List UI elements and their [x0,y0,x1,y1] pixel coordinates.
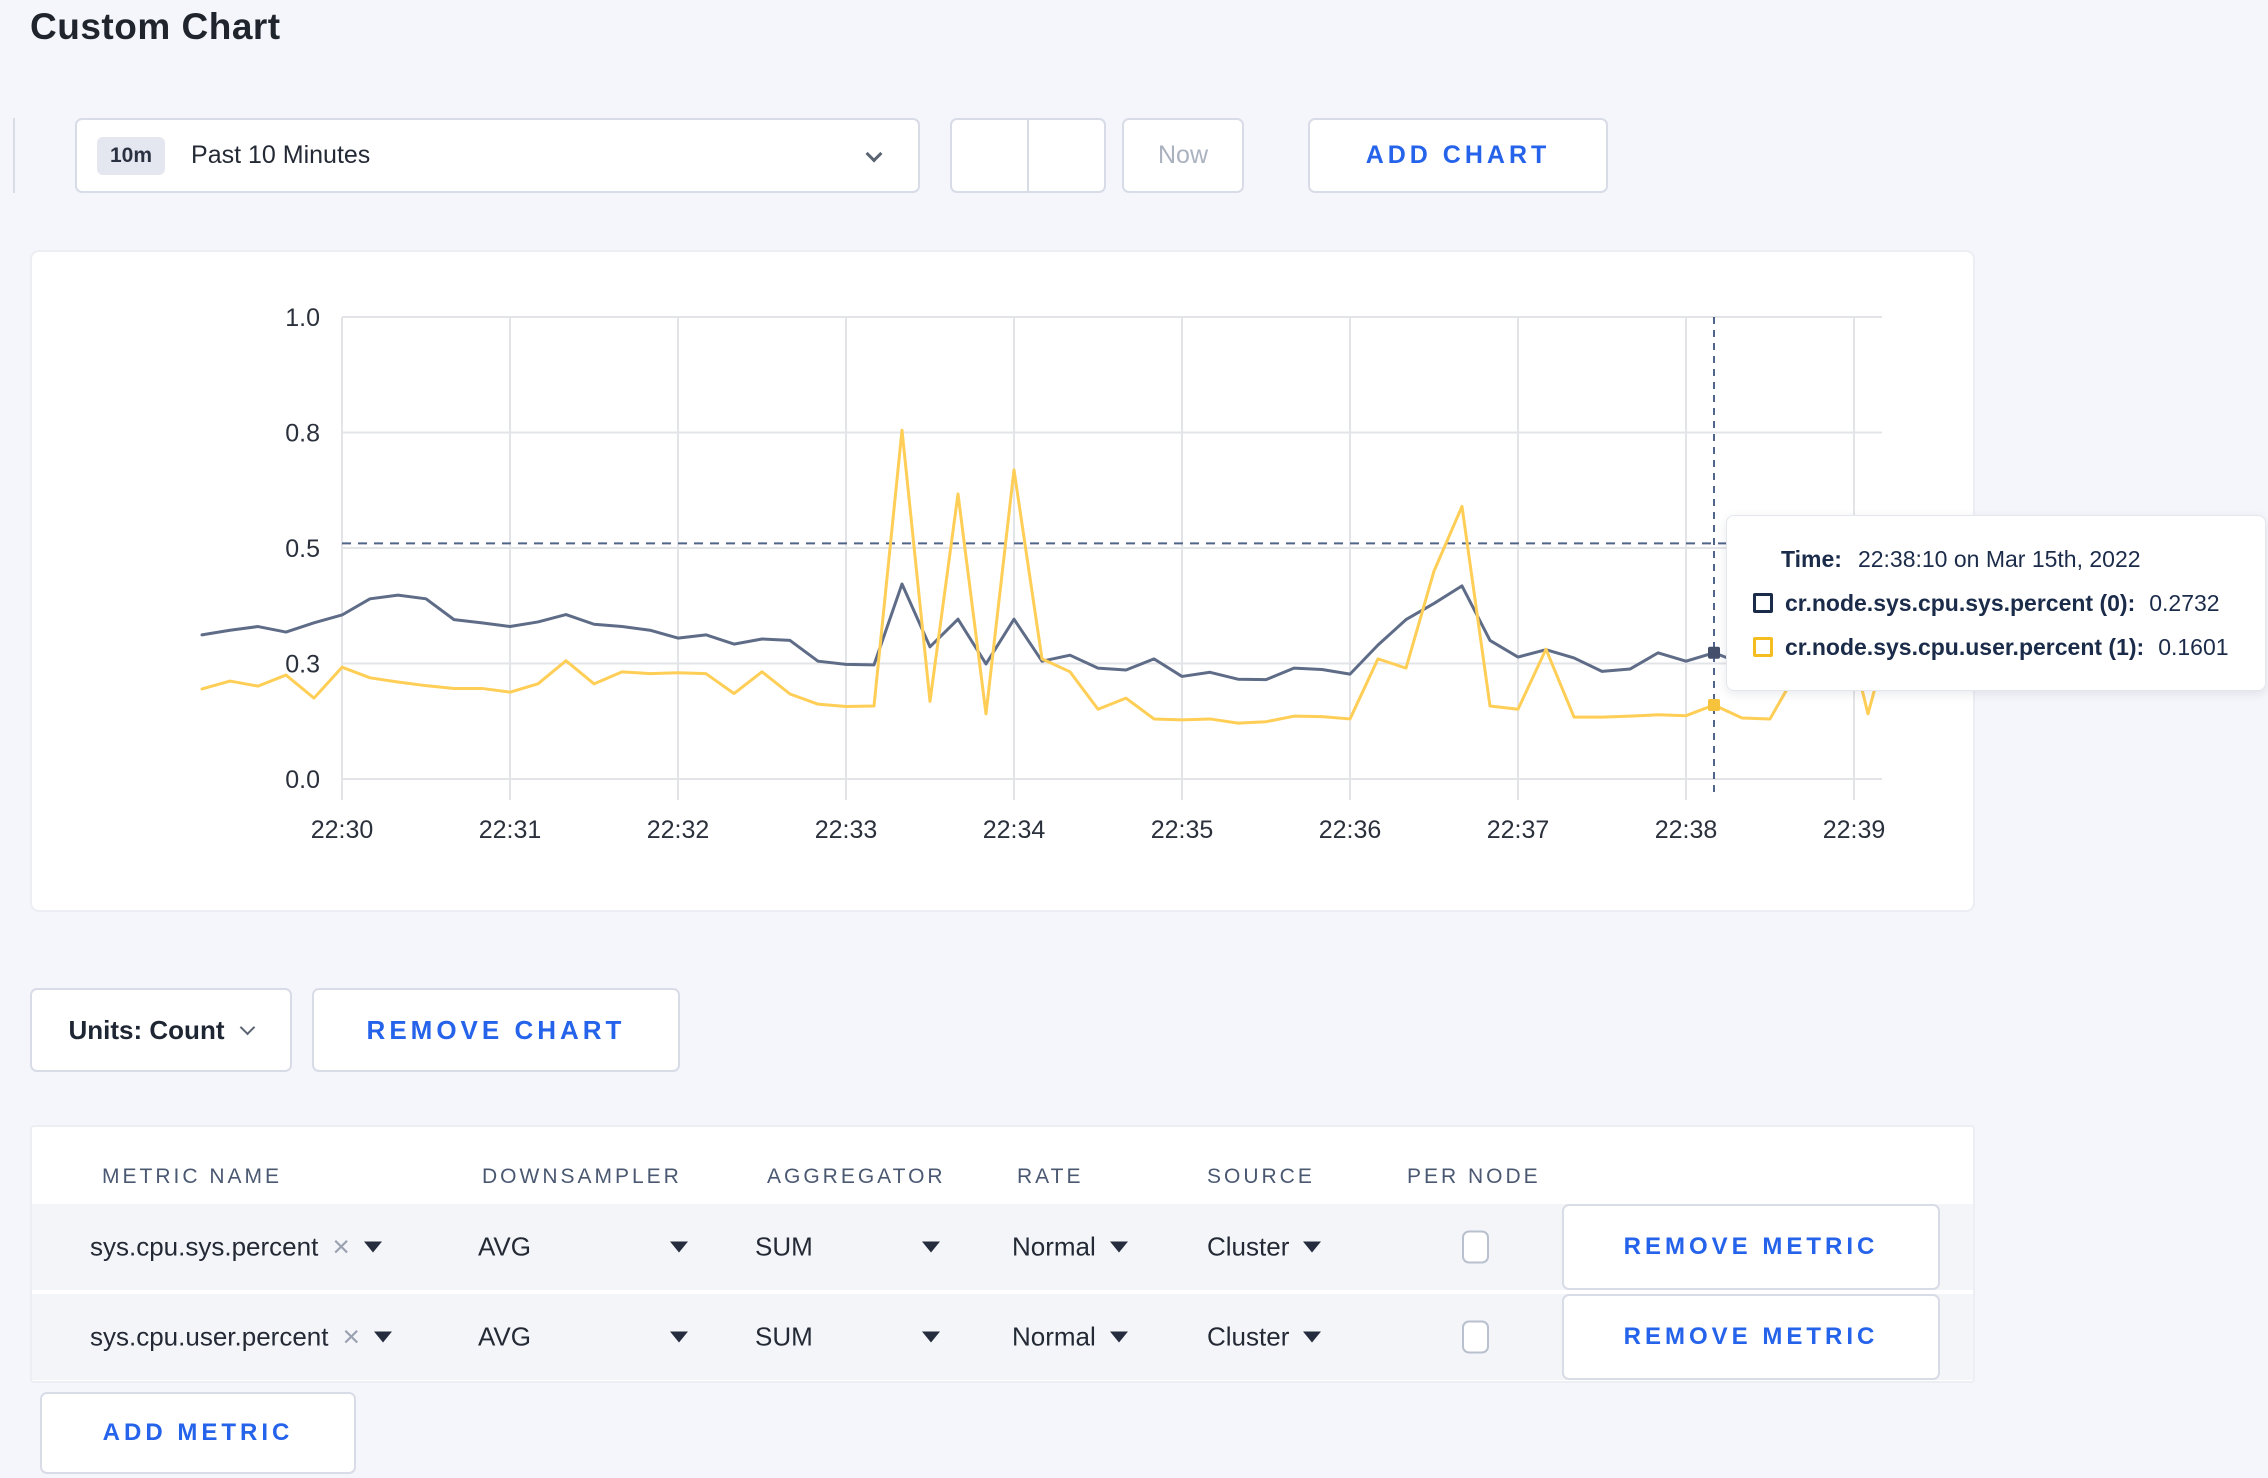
svg-text:0.3: 0.3 [285,651,320,679]
caret-down-icon[interactable] [922,1241,940,1253]
svg-text:22:37: 22:37 [1487,816,1550,844]
tooltip-series-label: cr.node.sys.cpu.sys.percent (0): [1785,589,2136,616]
svg-text:22:36: 22:36 [1319,816,1382,844]
time-range-label: Past 10 Minutes [191,141,371,169]
table-row: sys.cpu.sys.percent × AVG SUM Normal Clu… [32,1204,1973,1290]
source-select[interactable]: Cluster [1207,1321,1322,1353]
metric-name-value: sys.cpu.user.percent [90,1321,329,1352]
chevron-down-icon [240,1019,256,1035]
svg-text:22:32: 22:32 [647,816,710,844]
caret-down-icon[interactable] [670,1331,688,1343]
legend-swatch-user-icon [1753,637,1773,657]
metric-name-select[interactable]: sys.cpu.sys.percent × [90,1232,382,1263]
source-value: Cluster [1207,1231,1290,1262]
svg-text:22:39: 22:39 [1823,816,1886,844]
remove-metric-button[interactable]: REMOVE METRIC [1562,1204,1940,1290]
tooltip-series-label: cr.node.sys.cpu.user.percent (1): [1785,633,2145,660]
caret-down-icon [1109,1331,1128,1343]
tooltip-series-row: cr.node.sys.cpu.sys.percent (0): 0.2732 [1753,590,2245,617]
cpu-chart-svg[interactable]: 0.0 0.3 0.5 0.8 1.0 22:30 22:31 22:32 22:33 22:34… [32,252,1973,910]
caret-down-icon [1109,1241,1128,1253]
rate-select[interactable]: Normal [1012,1322,1128,1353]
next-range-button[interactable] [1027,120,1104,191]
tooltip-series-row: cr.node.sys.cpu.user.percent (1): 0.1601 [1753,634,2245,661]
source-value: Cluster [1207,1321,1290,1352]
add-metric-button[interactable]: ADD METRIC [40,1392,356,1474]
tooltip-series-value: 0.1601 [2158,633,2229,660]
add-chart-button[interactable]: ADD CHART [1308,118,1608,193]
column-header-aggregator: AGGREGATOR [767,1165,946,1188]
svg-text:22:30: 22:30 [311,816,374,844]
svg-text:22:35: 22:35 [1151,816,1214,844]
svg-text:22:33: 22:33 [815,816,878,844]
caret-down-icon [374,1331,392,1343]
chevron-right-icon [1056,145,1077,166]
per-node-checkbox[interactable] [1462,1230,1489,1264]
aggregator-select[interactable]: SUM [755,1321,813,1352]
downsampler-select[interactable]: AVG [478,1231,531,1262]
column-header-rate: RATE [1017,1165,1084,1188]
time-pager [950,118,1106,193]
downsampler-select[interactable]: AVG [478,1321,531,1352]
remove-metric-button[interactable]: REMOVE METRIC [1562,1294,1940,1380]
caret-down-icon[interactable] [670,1241,688,1253]
tooltip-time-value: 22:38:10 on Mar 15th, 2022 [1857,545,2141,572]
column-header-downsampler: DOWNSAMPLER [482,1165,682,1188]
caret-down-icon [1303,1331,1322,1343]
tooltip-time-row: Time: 22:38:10 on Mar 15th, 2022 [1753,546,2245,573]
caret-down-icon[interactable] [922,1331,940,1343]
svg-text:22:31: 22:31 [479,816,542,844]
toolbar-divider [13,118,15,193]
svg-text:22:34: 22:34 [983,816,1046,844]
column-header-source: SOURCE [1207,1165,1315,1188]
rate-value: Normal [1012,1321,1096,1352]
per-node-checkbox[interactable] [1462,1320,1489,1354]
table-row: sys.cpu.user.percent × AVG SUM Normal Cl… [32,1294,1973,1380]
svg-text:0.8: 0.8 [285,420,320,448]
units-label: Units: Count [68,1014,225,1045]
rate-select[interactable]: Normal [1012,1232,1128,1263]
metric-name-select[interactable]: sys.cpu.user.percent × [90,1322,392,1353]
chart-tooltip: Time: 22:38:10 on Mar 15th, 2022 cr.node… [1726,515,2266,691]
svg-text:0.5: 0.5 [285,535,320,563]
source-select[interactable]: Cluster [1207,1231,1322,1263]
close-icon[interactable]: × [342,1320,360,1353]
svg-text:1.0: 1.0 [285,304,320,332]
chevron-down-icon [865,145,883,163]
units-select[interactable]: Units: Count [30,988,292,1072]
tooltip-series-value: 0.2732 [2149,589,2220,616]
page-title: Custom Chart [30,6,281,47]
caret-down-icon [363,1241,382,1253]
tooltip-time-label: Time: [1781,545,1842,572]
chart-card: 0.0 0.3 0.5 0.8 1.0 22:30 22:31 22:32 22:33 22:34… [30,250,1975,912]
svg-text:22:38: 22:38 [1655,816,1718,844]
column-header-metric-name: METRIC NAME [102,1165,282,1188]
time-range-badge: 10m [97,136,166,175]
svg-text:0.0: 0.0 [285,766,320,794]
aggregator-select[interactable]: SUM [755,1231,813,1262]
metric-name-value: sys.cpu.sys.percent [90,1231,319,1262]
time-range-select[interactable]: 10m Past 10 Minutes [75,118,920,193]
prev-range-button[interactable] [952,120,1027,191]
rate-value: Normal [1012,1231,1096,1262]
legend-swatch-sys-icon [1753,593,1773,613]
metrics-table: METRIC NAME DOWNSAMPLER AGGREGATOR RATE … [30,1125,1975,1383]
now-button[interactable]: Now [1122,118,1244,193]
column-header-per-node: PER NODE [1407,1165,1541,1188]
caret-down-icon [1303,1241,1322,1253]
chevron-left-icon [979,145,1000,166]
close-icon[interactable]: × [332,1230,350,1263]
remove-chart-button[interactable]: REMOVE CHART [312,988,680,1072]
